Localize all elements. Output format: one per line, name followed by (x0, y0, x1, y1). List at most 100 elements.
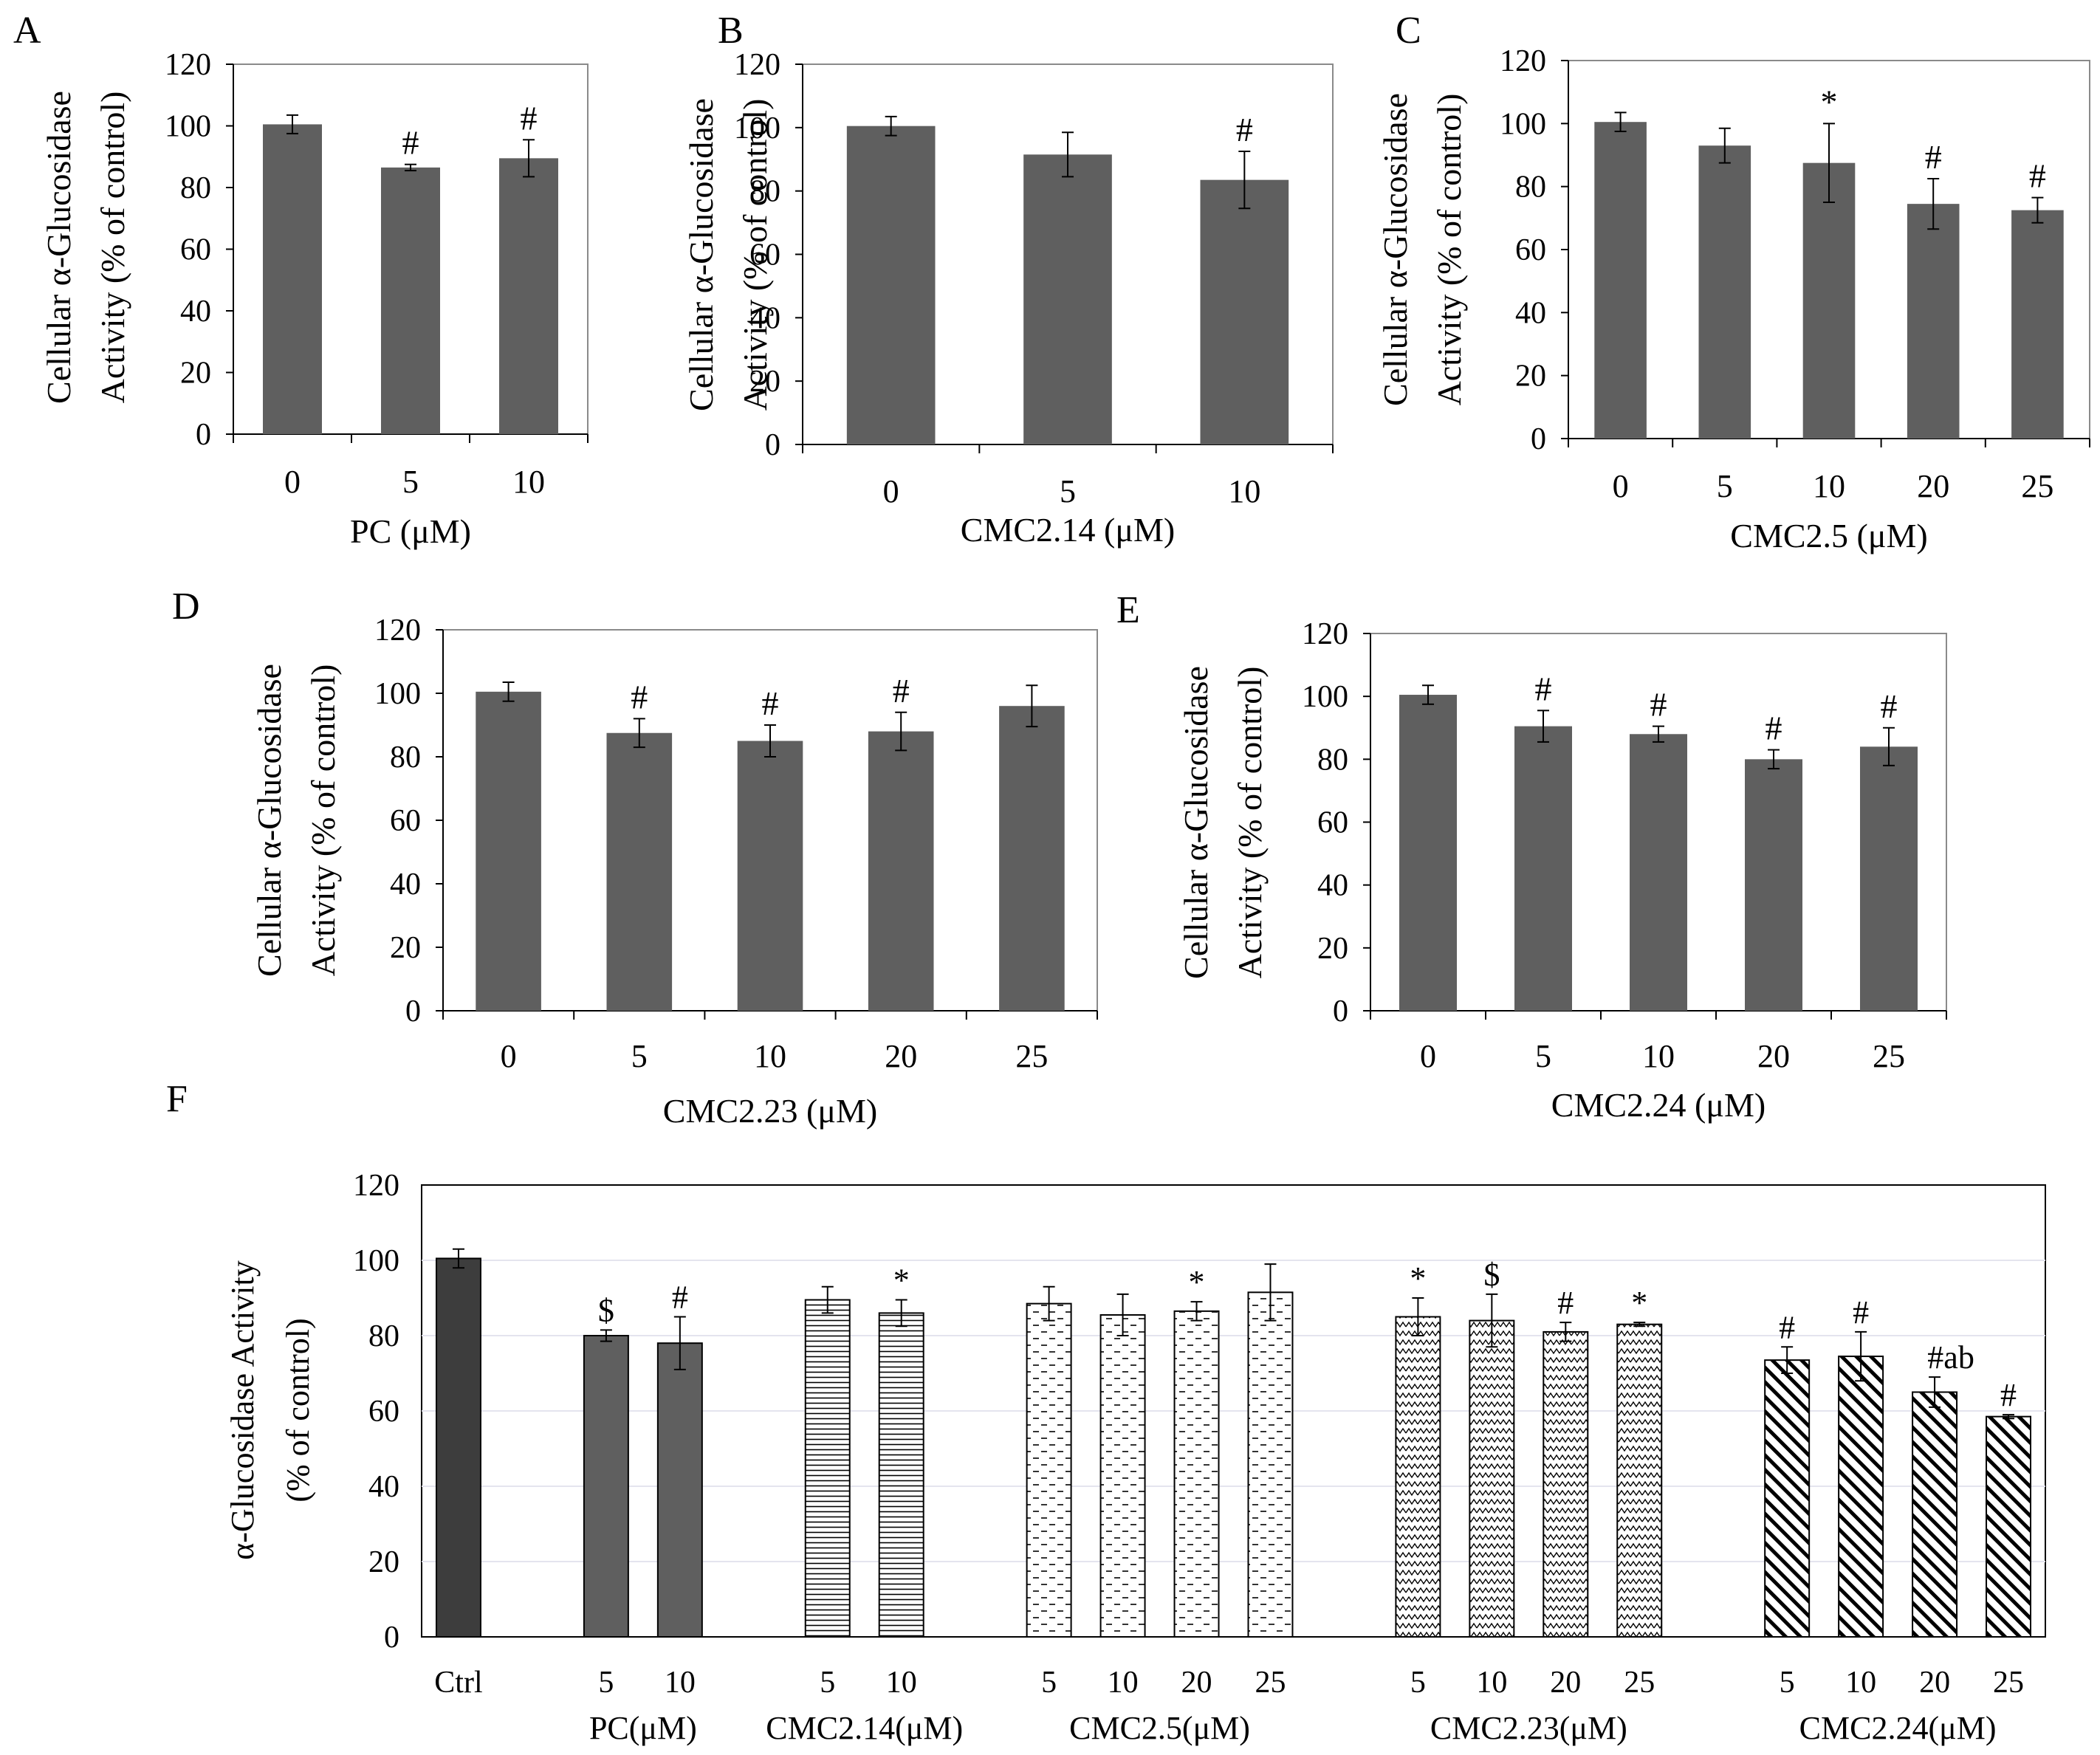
bar (1630, 734, 1687, 1011)
x-tick-label: 0 (1420, 1038, 1436, 1074)
significance-mark: # (1535, 670, 1552, 707)
bar (1247, 1291, 1294, 1638)
significance-mark: * (1631, 1285, 1647, 1321)
x-tick-label: 10 (1108, 1666, 1139, 1700)
bar (846, 126, 936, 444)
x-tick-label: 10 (754, 1038, 786, 1074)
y-tick-label: 60 (390, 804, 421, 838)
x-tick-label: 25 (1015, 1038, 1048, 1074)
panel-F: 0 20 40 60 80 100 120 Ctrl $5 #10 5 * 10 5 10 * 20 25 * 5 $1… (166, 1078, 2046, 1746)
x-tick-label: 25 (1255, 1666, 1286, 1700)
y-tick-label: 40 (749, 301, 780, 335)
x-tick-label: 25 (1624, 1666, 1655, 1700)
panel-label: E (1116, 589, 1140, 631)
x-tick-label: 20 (1919, 1666, 1950, 1700)
bar (583, 1335, 629, 1638)
bar (263, 124, 322, 434)
panel-label: B (718, 10, 744, 52)
y-tick-label: 0 (196, 418, 211, 452)
bar (606, 732, 673, 1011)
significance-mark: # (1881, 687, 1898, 725)
y-tick-label: 20 (1317, 932, 1348, 966)
significance-mark: # (402, 124, 419, 162)
x-tick-label: Ctrl (434, 1666, 482, 1700)
significance-mark: #ab (1927, 1339, 1974, 1376)
bar (1200, 179, 1289, 445)
significance-mark: # (521, 99, 538, 137)
y-axis-label: Cellular α-Glucosidase (1376, 93, 1414, 406)
significance-mark: # (1557, 1285, 1574, 1321)
x-tick-label: 5 (1780, 1666, 1795, 1700)
panel-label: F (166, 1078, 188, 1120)
y-tick-label: 100 (165, 110, 211, 144)
x-tick-label: 0 (1613, 468, 1629, 504)
bar (868, 731, 934, 1011)
group-label: CMC2.23(μM) (1430, 1710, 1627, 1746)
significance-mark: * (1189, 1264, 1205, 1300)
y-tick-label: 40 (1515, 296, 1546, 330)
bar (1860, 746, 1918, 1011)
bar (999, 706, 1065, 1011)
y-tick-label: 60 (749, 238, 780, 272)
significance-mark: # (672, 1280, 688, 1316)
y-tick-label: 20 (390, 931, 421, 965)
bar (1745, 759, 1802, 1011)
significance-mark: $ (598, 1292, 614, 1328)
bar (1698, 145, 1751, 439)
y-tick-label: 0 (1531, 422, 1546, 456)
y-tick-label: 80 (390, 741, 421, 775)
y-tick-label: 0 (384, 1621, 399, 1655)
x-tick-label: 10 (1642, 1038, 1675, 1074)
x-tick-label: 10 (886, 1666, 917, 1700)
x-tick-label: 5 (631, 1038, 648, 1074)
significance-mark: # (893, 672, 910, 710)
bar (381, 167, 440, 435)
y-tick-label: 120 (165, 48, 211, 82)
x-tick-label: 20 (1181, 1666, 1212, 1700)
y-tick-label: 0 (765, 428, 780, 462)
bar (878, 1312, 924, 1638)
y-tick-label: 80 (368, 1319, 399, 1353)
significance-mark: # (1766, 710, 1782, 747)
x-tick-label: 5 (820, 1666, 835, 1700)
significance-mark: # (631, 678, 648, 715)
bar (499, 158, 558, 434)
bar (1907, 204, 1960, 439)
y-tick-label: 120 (353, 1169, 399, 1203)
group-label: CMC2.14(μM) (766, 1710, 963, 1746)
group-label: CMC2.5(μM) (1069, 1710, 1250, 1746)
y-axis-label: Cellular α-Glucosidase (40, 91, 78, 404)
x-tick-label: 25 (1993, 1666, 2024, 1700)
x-tick-label: 10 (1845, 1666, 1876, 1700)
x-axis-label: CMC2.23 (μM) (663, 1092, 877, 1130)
bar (1469, 1319, 1515, 1638)
significance-mark: # (2000, 1377, 2017, 1413)
y-tick-label: 120 (1302, 617, 1348, 651)
panel-C: 0 20 40 60 80 100 120 0 5 * 10 #20 #25 CMC2.5 (μM) Cel… (1376, 10, 2090, 554)
bar (804, 1299, 851, 1638)
bar (1986, 1415, 2032, 1638)
bar (1173, 1310, 1220, 1638)
y-tick-label: 20 (749, 365, 780, 399)
bar (1514, 726, 1572, 1011)
significance-mark: # (1779, 1309, 1795, 1345)
x-tick-label: 5 (1410, 1666, 1426, 1700)
x-tick-label: 0 (883, 473, 899, 509)
significance-mark: # (1650, 686, 1667, 724)
y-tick-label: 120 (1500, 44, 1546, 78)
x-tick-label: 5 (1535, 1038, 1551, 1074)
x-axis-label: CMC2.5 (μM) (1730, 517, 1927, 554)
bar (1802, 162, 1856, 439)
x-tick-label: 10 (665, 1666, 696, 1700)
bar (737, 741, 803, 1011)
y-tick-label: 80 (1515, 171, 1546, 205)
x-tick-label: 5 (1060, 473, 1076, 509)
x-tick-label: 25 (1873, 1038, 1905, 1074)
bar (656, 1342, 703, 1638)
y-tick-label: 80 (1317, 743, 1348, 777)
x-tick-label: 20 (1550, 1666, 1581, 1700)
panel-B: 0 20 40 60 80 100 120 0 5 #10 CMC2.14 (μM) Cellular… (682, 10, 1334, 549)
y-axis-label: Activity (% of control) (1430, 94, 1468, 406)
y-tick-label: 40 (390, 868, 421, 901)
